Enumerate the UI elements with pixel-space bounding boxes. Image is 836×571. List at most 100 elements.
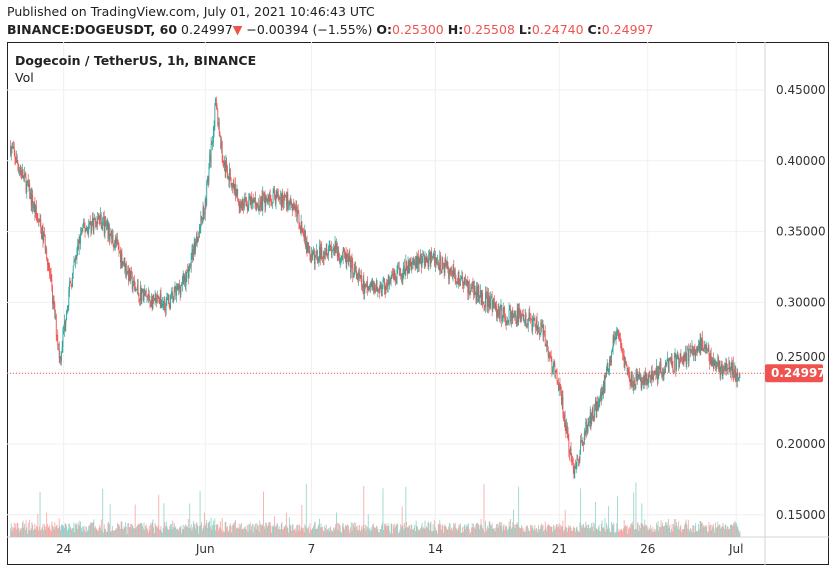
- candle-body: [289, 201, 291, 205]
- volume-bar: [62, 526, 64, 537]
- candle-body: [427, 258, 429, 267]
- candle-body: [712, 357, 714, 366]
- candle-body: [248, 199, 250, 208]
- candle-body: [343, 248, 345, 251]
- candle-body: [257, 204, 259, 212]
- candle-body: [293, 203, 295, 205]
- candle-body: [31, 194, 33, 205]
- candle-body: [270, 200, 272, 202]
- volume-bar: [401, 526, 402, 537]
- volume-bar: [538, 524, 539, 537]
- candle-body: [344, 252, 346, 258]
- volume-bar: [692, 525, 694, 537]
- volume-bar: [623, 528, 624, 537]
- candle-body: [636, 371, 638, 375]
- volume-bar: [158, 494, 160, 537]
- volume-bar: [726, 526, 728, 537]
- candle-body: [103, 217, 105, 234]
- candle-body: [115, 239, 117, 244]
- candle-body: [153, 294, 155, 301]
- candle-body: [500, 305, 502, 307]
- volume-bar: [385, 523, 387, 537]
- candle-body: [602, 391, 604, 395]
- volume-bar: [520, 528, 522, 537]
- volume-bar: [497, 527, 499, 537]
- candle-body: [701, 337, 702, 351]
- volume-bar: [159, 529, 160, 537]
- candle-body: [300, 221, 302, 233]
- volume-bar: [117, 522, 118, 537]
- candle-body: [458, 271, 460, 285]
- candle-body: [299, 228, 301, 233]
- volume-bar: [344, 525, 346, 537]
- volume-bar: [457, 528, 459, 537]
- candle-body: [307, 242, 309, 253]
- volume-bar: [211, 529, 213, 537]
- volume-bar: [161, 531, 163, 537]
- candle-body: [439, 255, 441, 271]
- volume-bar: [328, 531, 330, 537]
- volume-bar: [628, 528, 629, 537]
- candle-body: [549, 354, 551, 356]
- volume-bar: [568, 525, 570, 537]
- candle-body: [210, 154, 211, 162]
- volume-bar: [288, 532, 289, 537]
- candle-body: [318, 259, 320, 262]
- volume-bar: [738, 532, 740, 537]
- candle-body: [179, 283, 180, 289]
- volume-bar: [511, 527, 513, 537]
- volume-bar: [142, 528, 144, 537]
- volume-bar: [585, 521, 587, 537]
- volume-bar: [131, 523, 132, 537]
- candle-body: [269, 194, 270, 203]
- candle-body: [308, 242, 309, 252]
- volume-bar: [261, 523, 263, 537]
- candle-body: [523, 315, 525, 322]
- volume-bar: [483, 484, 485, 537]
- y-tick-label: 0.35000: [776, 225, 826, 239]
- volume-bar: [608, 506, 610, 537]
- candle-body: [295, 206, 297, 211]
- volume-bar: [498, 524, 500, 537]
- volume-bar: [210, 526, 211, 537]
- volume-bar: [271, 532, 273, 537]
- candle-body: [374, 287, 376, 291]
- volume-bar: [304, 524, 306, 537]
- candle-body: [371, 281, 373, 289]
- volume-bar: [496, 523, 498, 537]
- volume-bar: [614, 532, 616, 537]
- volume-bar: [92, 522, 93, 537]
- volume-bar: [299, 530, 301, 537]
- candle-body: [575, 466, 577, 469]
- volume-bar: [586, 524, 587, 537]
- volume-bar: [546, 530, 548, 537]
- candle-body: [434, 257, 436, 266]
- volume-bar: [648, 527, 650, 537]
- volume-bar: [69, 526, 71, 537]
- candle-body: [304, 230, 306, 239]
- candle-body: [190, 253, 192, 267]
- candle-body: [24, 173, 26, 178]
- volume-bar: [136, 525, 138, 537]
- candle-body: [468, 281, 469, 294]
- candle-body: [165, 300, 167, 311]
- volume-bar: [430, 521, 432, 537]
- candle-body: [586, 421, 587, 433]
- candle-body: [107, 221, 109, 238]
- volume-bar: [414, 524, 416, 537]
- candle-body: [634, 380, 635, 386]
- volume-bar: [447, 529, 449, 537]
- volume-bar: [190, 527, 191, 537]
- candle-body: [525, 314, 527, 324]
- volume-bar: [218, 527, 220, 537]
- volume-bar: [722, 523, 724, 537]
- volume-bar: [667, 525, 669, 537]
- candle-body: [736, 372, 738, 376]
- volume-bar: [162, 527, 164, 537]
- volume-bar: [71, 529, 73, 537]
- candle-body: [732, 363, 734, 377]
- volume-bar: [394, 523, 396, 537]
- volume-bar: [113, 531, 115, 537]
- candle-body: [48, 264, 50, 269]
